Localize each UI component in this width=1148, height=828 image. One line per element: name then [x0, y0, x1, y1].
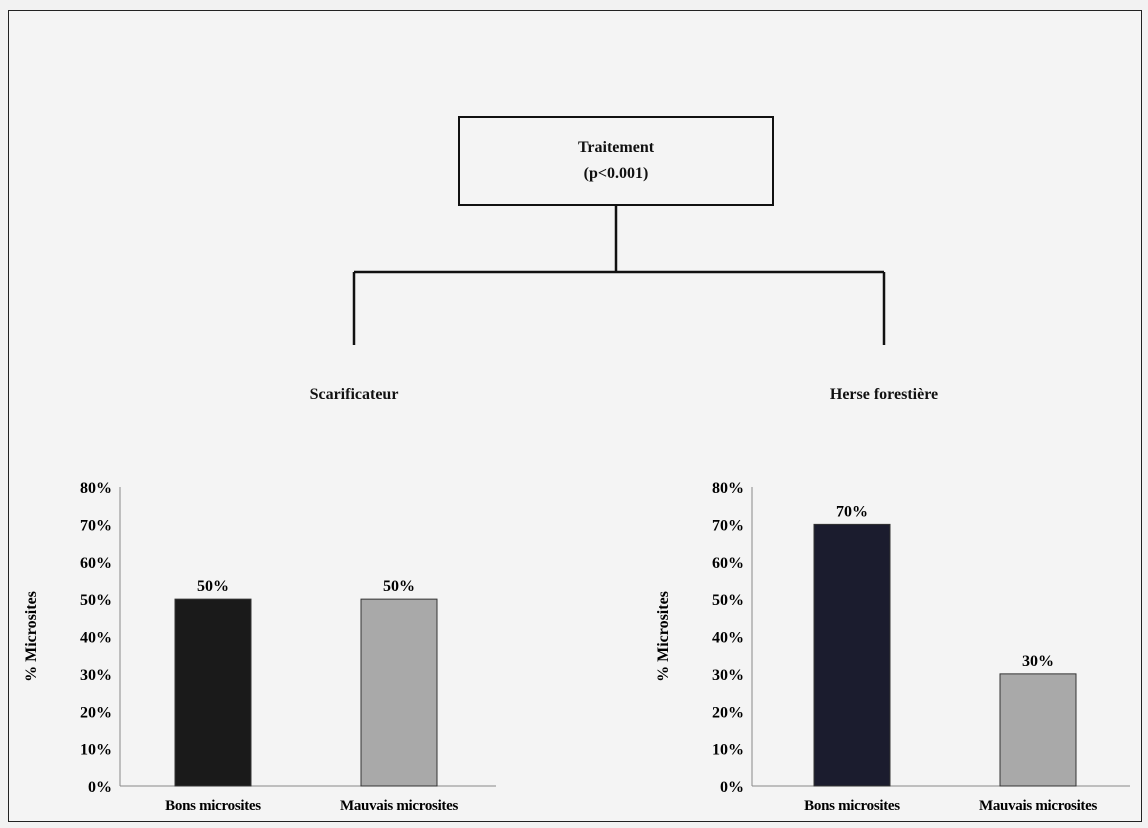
root-pvalue: (p<0.001)	[583, 165, 649, 182]
y-axis-title: % Microsites	[655, 591, 672, 682]
branch-label-herse: Herse forestière	[829, 386, 939, 403]
y-tick-label: 10%	[80, 742, 112, 759]
y-tick-label: 70%	[80, 517, 112, 534]
y-tick-label: 40%	[712, 630, 744, 647]
data-label: 50%	[383, 578, 415, 595]
y-tick-label: 70%	[712, 517, 744, 534]
data-label: 50%	[197, 578, 229, 595]
branch-label-scarificateur: Scarificateur	[309, 386, 399, 403]
bar-mauvais-microsites	[999, 673, 1077, 787]
x-tick-label: Bons microsites	[165, 798, 261, 814]
y-axis-title: % Microsites	[23, 591, 40, 682]
y-tick-label: 0%	[720, 779, 744, 796]
y-tick-label: 60%	[80, 555, 112, 572]
y-tick-label: 10%	[712, 742, 744, 759]
x-tick-label: Mauvais microsites	[979, 798, 1098, 814]
y-tick-label: 50%	[712, 592, 744, 609]
y-tick-label: 20%	[712, 704, 744, 721]
y-tick-label: 30%	[80, 667, 112, 684]
y-tick-label: 60%	[712, 555, 744, 572]
bar-bons-microsites	[174, 598, 252, 787]
y-tick-label: 0%	[88, 779, 112, 796]
data-label: 30%	[1022, 653, 1054, 670]
data-label: 70%	[836, 503, 868, 520]
chart-scarificateur: 0% 10% 20% 30% 40% 50% 60% 70% 80% % Microsites 50…	[23, 480, 496, 814]
root-title: Traitement	[577, 139, 655, 156]
x-tick-label: Mauvais microsites	[340, 798, 459, 814]
y-tick-label: 50%	[80, 592, 112, 609]
x-tick-label: Bons microsites	[804, 798, 900, 814]
chart-herse-forestiere: 0% 10% 20% 30% 40% 50% 60% 70% 80% % Microsites 70…	[655, 480, 1130, 814]
bar-bons-microsites	[813, 523, 891, 787]
y-tick-label: 80%	[80, 480, 112, 497]
root-node-box: Traitement (p<0.001)	[458, 116, 774, 206]
y-tick-label: 40%	[80, 630, 112, 647]
bar-mauvais-microsites	[360, 598, 438, 787]
y-tick-label: 80%	[712, 480, 744, 497]
y-tick-label: 20%	[80, 704, 112, 721]
y-tick-label: 30%	[712, 667, 744, 684]
